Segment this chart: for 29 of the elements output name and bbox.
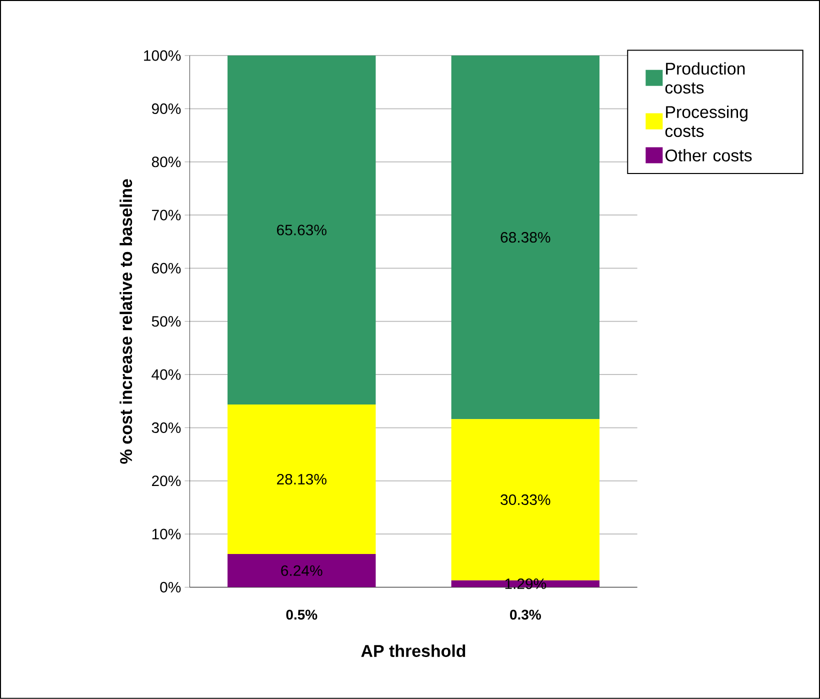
bar bbox=[451, 56, 600, 420]
y-tick-label: 100% bbox=[144, 50, 181, 61]
y-axis-title: % cost increase relative to baseline bbox=[120, 179, 132, 464]
y-tick-label: 80% bbox=[152, 156, 181, 168]
y-tick-label: 90% bbox=[152, 103, 181, 114]
bar bbox=[228, 56, 376, 405]
y-tick-label: 40% bbox=[152, 369, 181, 380]
x-tick-label: 0.5% bbox=[286, 610, 318, 620]
y-tick-label: 20% bbox=[152, 476, 181, 486]
data-label: 28.13% bbox=[277, 474, 326, 485]
x-tick-label: 0.3% bbox=[510, 610, 541, 620]
y-tick-label: 70% bbox=[152, 210, 181, 220]
legend-label: Processing costs bbox=[665, 106, 748, 138]
y-tick-label: 0% bbox=[160, 582, 181, 593]
x-axis-title: AP threshold bbox=[361, 644, 466, 658]
bar bbox=[228, 404, 376, 554]
y-tick-label: 30% bbox=[152, 422, 181, 434]
legend-label: Production costs bbox=[665, 62, 745, 94]
bar bbox=[451, 419, 600, 580]
data-label: 30.33% bbox=[500, 494, 550, 506]
data-label: 68.38% bbox=[500, 232, 550, 243]
data-label: 1.29% bbox=[505, 578, 546, 590]
bar bbox=[228, 554, 376, 588]
y-tick-label: 60% bbox=[152, 262, 181, 274]
y-tick-label: 50% bbox=[152, 316, 181, 327]
y-tick-label: 10% bbox=[152, 528, 181, 540]
legend-label: Other costs bbox=[665, 149, 752, 162]
data-label: 6.24% bbox=[281, 565, 322, 576]
data-label: 65.63% bbox=[277, 224, 326, 236]
